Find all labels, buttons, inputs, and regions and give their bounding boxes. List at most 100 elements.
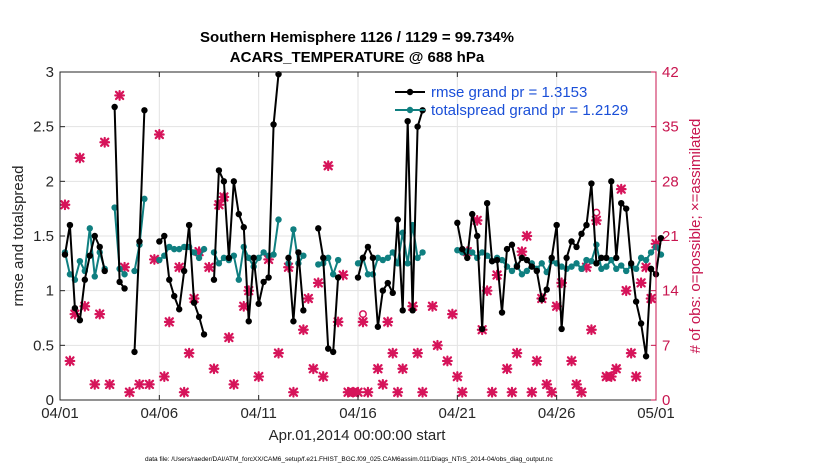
spread-point [518, 271, 526, 278]
obs-assimilated-glyph [223, 332, 235, 343]
rmse-point [230, 178, 238, 185]
obs-assimilated-glyph [119, 261, 130, 273]
obs-assimilated-glyph [590, 214, 602, 226]
obs-assimilated-marker [302, 293, 314, 304]
obs-possible-marker [359, 310, 367, 319]
legend: rmse grand pr = 1.3153 totalspread grand… [395, 84, 628, 119]
rmse-point [96, 243, 103, 251]
rmse-point [384, 279, 391, 287]
rmse-point [469, 210, 476, 218]
obs-assimilated-marker [645, 293, 657, 304]
rmse-point [285, 254, 292, 262]
rmse-point [588, 180, 595, 187]
rmse-point [508, 241, 516, 248]
rmse-line-segment [158, 224, 205, 335]
spread-point [121, 271, 128, 278]
obs-assimilated-glyph [645, 293, 657, 304]
obs-assimilated-glyph [630, 371, 642, 382]
spread-point [573, 260, 580, 267]
spread-point [200, 245, 208, 253]
rmse-point [270, 121, 277, 128]
obs-assimilated-glyph [501, 363, 513, 375]
x-tick-label: 05/01 [637, 405, 675, 422]
spread-point [66, 271, 74, 278]
spread-line-segment [287, 228, 305, 265]
rmse-point [166, 276, 173, 283]
rmse-point [185, 221, 193, 229]
obs-assimilated-marker [228, 378, 240, 390]
spread-point [195, 254, 203, 262]
obs-assimilated-marker [516, 246, 528, 258]
obs-assimilated-marker [541, 378, 553, 390]
rmse-point [627, 260, 635, 267]
y2-tick-label: 35 [662, 119, 679, 136]
obs-assimilated-marker [432, 339, 443, 351]
obs-assimilated-marker [79, 300, 91, 312]
rmse-point [374, 323, 382, 330]
rmse-point [459, 245, 466, 253]
rmse-point [389, 289, 396, 297]
obs-assimilated-glyph [481, 285, 493, 297]
obs-assimilated-glyph [581, 261, 592, 273]
spread-point [588, 257, 595, 265]
rmse-point [553, 221, 560, 229]
obs-assimilated-marker [521, 230, 533, 242]
chart-subtitle: ACARS_TEMPERATURE @ 688 hPa [230, 49, 485, 66]
rmse-point [190, 299, 198, 306]
spread-point [608, 256, 615, 264]
legend-spread-marker [406, 106, 414, 114]
rmse-point [548, 254, 555, 262]
obs-assimilated-glyph [456, 386, 468, 398]
rmse-point [657, 234, 665, 242]
rmse-point [66, 221, 74, 229]
spread-point [86, 225, 94, 232]
obs-assimilated-marker [362, 386, 374, 398]
rmse-point [334, 274, 342, 281]
spread-point [300, 252, 307, 259]
x-tick-label: 04/26 [538, 405, 576, 422]
obs-assimilated-marker [551, 300, 563, 312]
rmse-point [325, 345, 332, 352]
obs-assimilated-marker [481, 285, 493, 297]
obs-assimilated-glyph [228, 378, 240, 390]
rmse-point [613, 254, 620, 262]
obs-assimilated-marker [59, 199, 71, 211]
spread-point [478, 249, 486, 256]
obs-assimilated-marker [337, 269, 349, 281]
obs-assimilated-glyph [69, 308, 81, 320]
rmse-point [116, 278, 123, 286]
spread-point [623, 267, 630, 275]
obs-assimilated-marker [392, 386, 404, 398]
obs-assimilated-marker [511, 347, 523, 359]
spread-point [404, 260, 411, 267]
obs-assimilated-glyph [576, 386, 587, 398]
rmse-point [265, 274, 272, 281]
obs-assimilated-marker [99, 136, 111, 148]
x-tick-label: 04/01 [41, 405, 79, 422]
spread-point [637, 254, 645, 262]
rmse-point [240, 224, 247, 231]
obs-assimilated-marker [377, 378, 389, 390]
obs-assimilated-marker [417, 386, 428, 398]
rmse-point [583, 221, 590, 229]
rmse-point [91, 232, 98, 240]
legend-rmse-marker [406, 88, 414, 96]
rmse-point [86, 252, 94, 259]
rmse-point [121, 285, 128, 292]
spread-point [384, 254, 391, 262]
rmse-point [523, 256, 531, 264]
obs-assimilated-marker [382, 316, 394, 328]
obs-assimilated-marker [322, 160, 334, 172]
obs-assimilated-glyph [64, 355, 76, 367]
rmse-point [136, 238, 143, 245]
obs-assimilated-glyph [153, 129, 165, 140]
obs-assimilated-glyph [312, 277, 324, 289]
obs-assimilated-glyph [506, 386, 518, 398]
obs-assimilated-marker [223, 332, 235, 343]
rmse-line-segment [287, 251, 305, 323]
obs-assimilated-glyph [178, 386, 190, 398]
rmse-point [543, 286, 550, 293]
x-tick-label: 04/21 [439, 405, 477, 422]
spread-point [290, 226, 297, 233]
spread-point [91, 273, 98, 280]
